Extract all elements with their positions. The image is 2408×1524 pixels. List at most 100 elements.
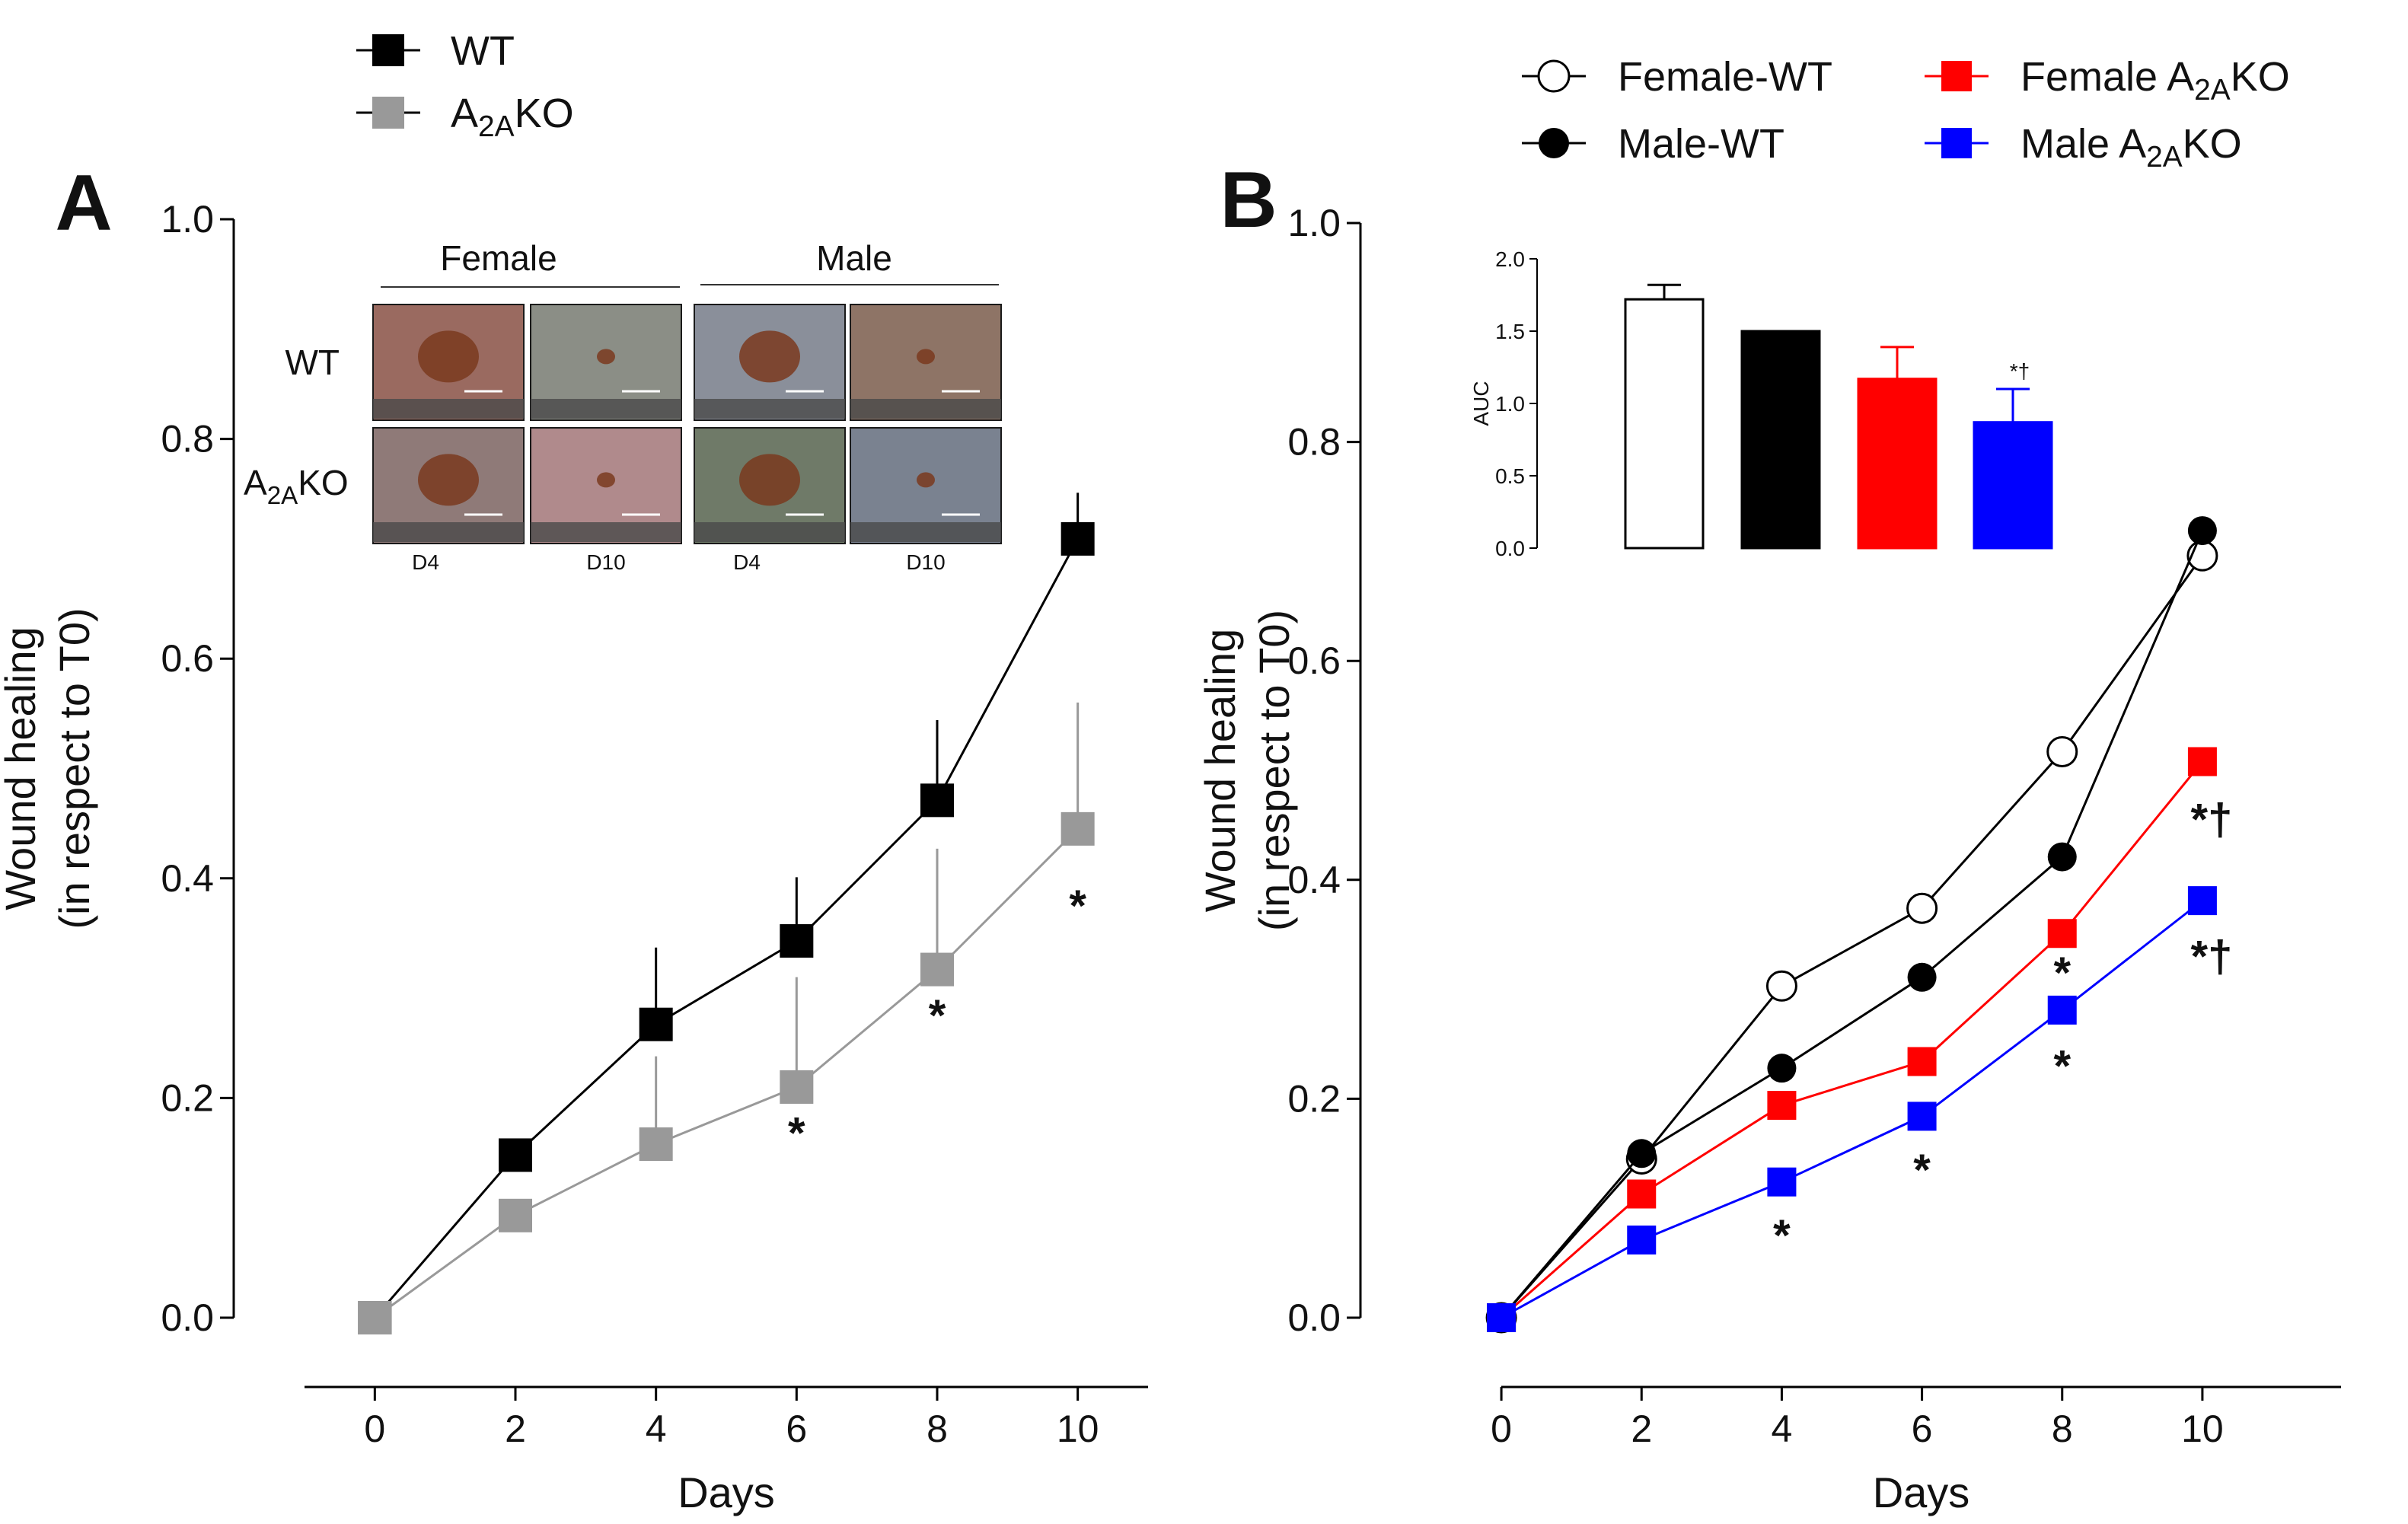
wound-photo-ruler	[373, 522, 524, 542]
panel-b-data-point	[1627, 1225, 1657, 1255]
wound-photo-lesion	[418, 454, 479, 506]
panel-a-photo-inset: Female Male WT A2AKO D4 D10 D4 D10	[244, 238, 1002, 574]
panel-a-x-tick-label: 2	[505, 1408, 526, 1450]
panel-b-legend-marker	[1941, 128, 1972, 158]
wound-photo	[530, 427, 682, 544]
auc-y-tick-label: 0.5	[1495, 464, 1525, 488]
panel-b-data-point	[1906, 892, 1938, 924]
panel-b-x-tick-label: 0	[1491, 1408, 1512, 1450]
panel-a-data-point	[1060, 811, 1095, 846]
panel-a-series-line	[374, 827, 1079, 1319]
panel-b-data-point	[1765, 970, 1797, 1002]
panel-b-y-label-line2: (in respect to T0)	[1250, 610, 1298, 931]
panel-a-legend-label-sub: 2A	[478, 110, 515, 143]
panel-a-y-tick-label: 0.0	[161, 1296, 214, 1339]
panel-b-data-point	[1627, 1139, 1657, 1169]
panel-b-letter: B	[1220, 156, 1277, 244]
wound-photo	[850, 427, 1002, 544]
auc-y-tick-label: 1.5	[1495, 320, 1525, 343]
panel-b-data-point	[2047, 995, 2077, 1025]
panel-b-y-tick-label: 1.0	[1287, 202, 1341, 244]
photo-row-label: WT	[285, 343, 340, 382]
panel-a-y-tick-label: 0.8	[161, 418, 214, 461]
panel-b-series-3	[1487, 886, 2217, 1332]
panel-a-legend-label: A2AKO	[451, 91, 574, 143]
panel-b-data-point	[1907, 1047, 1937, 1076]
panel-b-y-tick-label: 0.6	[1287, 639, 1341, 682]
panel-b-y-tick-label: 0.2	[1287, 1077, 1341, 1120]
panel-b-legend-label-suffix: KO	[2183, 121, 2242, 167]
panel-a-x-tick-label: 8	[927, 1408, 948, 1450]
panel-a-data-point	[499, 1198, 532, 1232]
panel-b-legend-label-main: Female-WT	[1618, 54, 1832, 100]
panel-b-legend-label: Female-WT	[1618, 54, 1832, 100]
photo-col-label: D4	[412, 550, 439, 574]
panel-b-data-point	[2187, 516, 2217, 546]
panel-b-legend-marker	[1539, 128, 1569, 158]
photo-col-label: D4	[733, 550, 761, 574]
panel-a-data-point	[920, 952, 954, 987]
panel-a-data-point	[639, 1127, 673, 1162]
panel-a-legend: WT A2AKO	[356, 28, 574, 143]
panel-b-data-point	[1907, 1102, 1937, 1131]
wound-photo	[530, 304, 682, 421]
panel-a-x-label: Days	[678, 1468, 775, 1516]
panel-b-y-tick-label: 0.8	[1287, 421, 1341, 464]
wound-photo-ruler	[531, 399, 681, 419]
panel-a-data-point	[639, 1007, 673, 1041]
panel-b-legend-label: Male A2AKO	[2020, 121, 2242, 174]
panel-b-series-line	[1501, 899, 2203, 1319]
panel-a-legend-marker	[372, 34, 404, 66]
panel-b-x-tick-label: 8	[2052, 1408, 2073, 1450]
panel-b-data-point	[2047, 842, 2077, 872]
auc-y-tick-label: 1.0	[1495, 392, 1525, 416]
wound-photo-ruler	[694, 522, 845, 542]
panel-b-data-point	[1487, 1303, 1517, 1332]
panel-b-significance-mark: *†	[2191, 932, 2233, 981]
panel-b-data-point	[1907, 962, 1937, 992]
wound-photo	[694, 427, 846, 544]
panel-a-y-tick-label: 0.2	[161, 1076, 214, 1119]
wound-photo-ruler	[373, 399, 524, 419]
auc-y-label: AUC	[1469, 381, 1493, 426]
panel-b-significance-mark: *†	[2191, 795, 2233, 845]
photo-col-label: D10	[586, 550, 625, 574]
panel-b-significance-mark: *	[1773, 1211, 1791, 1261]
photo-row-label-main: A	[244, 463, 267, 502]
panel-b-legend-label: Female A2AKO	[2020, 54, 2290, 107]
panel-b-y-tick-label: 0.0	[1287, 1296, 1341, 1339]
panel-b-data-point	[2047, 919, 2077, 949]
panel-a-x-tick-label: 4	[646, 1408, 667, 1450]
auc-bar	[1857, 378, 1938, 550]
auc-bar	[1973, 421, 2053, 550]
wound-photo-lesion	[917, 349, 935, 365]
panel-a-legend-marker	[372, 97, 404, 129]
panel-b-legend-marker	[1941, 61, 1972, 91]
panel-b-series-line	[1500, 530, 2204, 1318]
panel-a-letter: A	[55, 159, 112, 247]
panel-b-series-line	[1501, 760, 2204, 1319]
auc-bar	[1740, 330, 1821, 550]
panel-a-significance-mark: *	[929, 991, 946, 1041]
wound-photo-lesion	[597, 472, 615, 488]
panel-a-data-point	[499, 1138, 532, 1172]
wound-photo-lesion	[739, 330, 800, 383]
panel-a-series-line	[374, 538, 1079, 1318]
wound-photo-ruler	[850, 522, 1001, 542]
wound-photo	[850, 304, 1002, 421]
panel-b-data-point	[1767, 1054, 1797, 1083]
wound-photo	[372, 304, 525, 421]
panel-a-data-point	[780, 924, 814, 958]
wound-photo-ruler	[694, 399, 845, 419]
panel-b-legend-label-sub: 2A	[2194, 74, 2231, 107]
wound-photo	[694, 304, 846, 421]
panel-b-y-tick-label: 0.4	[1287, 859, 1341, 901]
auc-significance-mark: *†	[2010, 359, 2030, 383]
panel-b-x-tick-label: 6	[1912, 1408, 1933, 1450]
wound-photo-lesion	[418, 330, 479, 383]
panel-b-x-label: Days	[1873, 1468, 1970, 1516]
photo-col-label: D10	[906, 550, 945, 574]
panel-b-y-label-line1: Wound healing	[1196, 629, 1244, 913]
panel-a-series-1	[358, 702, 1095, 1334]
